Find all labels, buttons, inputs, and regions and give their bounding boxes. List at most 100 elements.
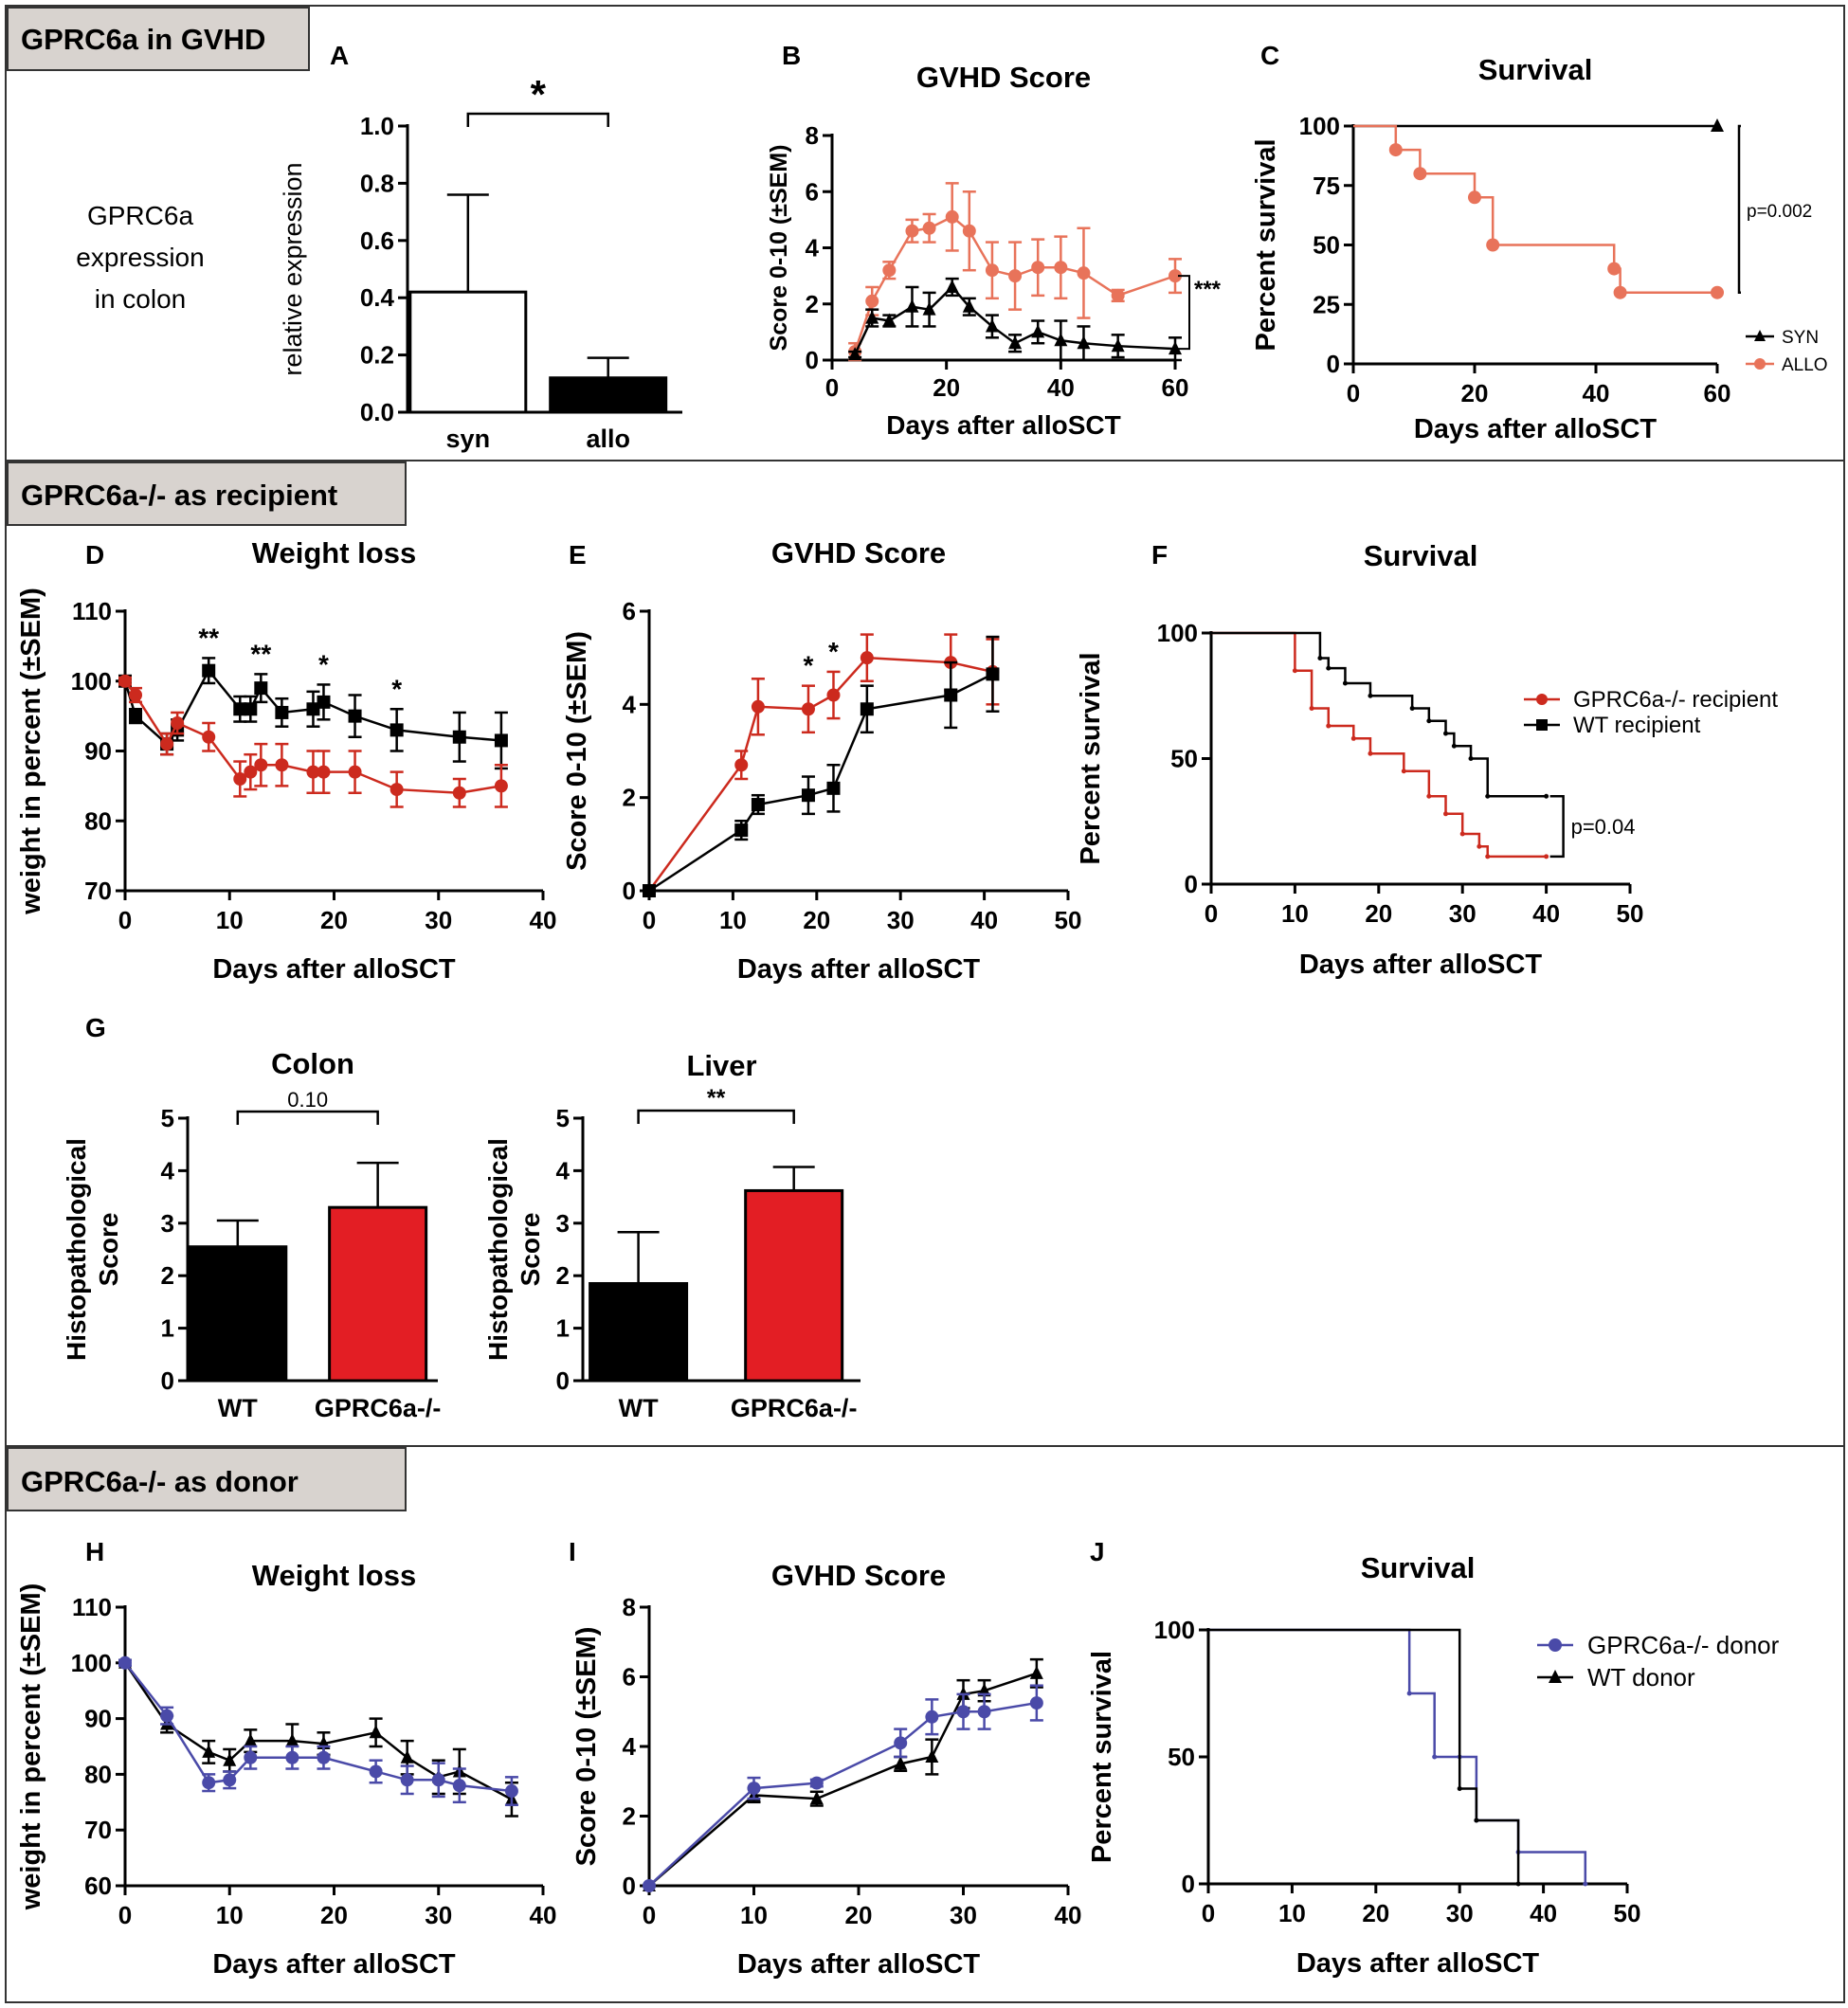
data-point	[985, 318, 999, 333]
bar-allo	[549, 376, 668, 414]
series-wt-recipient	[643, 635, 1000, 897]
x-tick-label: 20	[320, 906, 348, 934]
category-label: WT	[619, 1394, 659, 1422]
chart-E: 0 2 4 6 0 10 20 30 40 50 GVHD Score Days after allo…	[562, 536, 1081, 985]
series-gprc6a-donor	[118, 1655, 518, 1806]
data-point	[944, 688, 958, 702]
data-point	[317, 765, 331, 779]
data-point	[275, 758, 289, 772]
x-axis-label: Days after alloSCT	[1299, 950, 1543, 980]
y-tick-label: 100	[1154, 1616, 1195, 1644]
y-tick-label: 4	[806, 234, 820, 262]
significance-star: *	[828, 637, 839, 666]
category-label: syn	[446, 425, 491, 453]
y-tick-label: 0	[623, 877, 636, 905]
svg-text:GPRC6a: GPRC6a	[87, 201, 193, 230]
x-tick-label: 30	[950, 1901, 977, 1929]
chart-C: 0 25 50 75 100 0 20 40 60 Survival Days after allo…	[1251, 41, 1828, 444]
x-axis-label: Days after alloSCT	[212, 1949, 456, 1980]
x-tick-label: 0	[1347, 379, 1360, 407]
survival-step-line	[1211, 631, 1547, 798]
legend-marker	[1754, 330, 1766, 341]
data-point	[202, 730, 216, 744]
data-point	[223, 1752, 237, 1766]
x-tick-label: 40	[1530, 1899, 1557, 1927]
chart-title: Survival	[1478, 53, 1593, 86]
data-point	[452, 1779, 466, 1793]
x-tick-label: 30	[1449, 899, 1477, 928]
censor-tick	[1342, 680, 1348, 686]
data-point	[129, 709, 143, 723]
y-tick-label: 75	[1313, 172, 1340, 200]
data-point	[171, 716, 185, 730]
x-tick-label: 0	[118, 1901, 132, 1929]
data-point	[129, 688, 143, 702]
data-point	[922, 301, 936, 316]
data-point	[1008, 335, 1023, 350]
panel-letter: C	[1260, 41, 1279, 70]
censor-tick	[1432, 1754, 1438, 1760]
bar-syn	[408, 290, 528, 414]
series-line	[647, 656, 993, 892]
y-tick-label: 1.0	[360, 112, 394, 140]
y-tick-label: 1	[556, 1314, 570, 1343]
y-tick-label: 50	[1170, 745, 1198, 773]
series-wt-recipient	[1211, 631, 1549, 799]
legend-label: WT recipient	[1573, 713, 1701, 738]
chart-title: Weight loss	[252, 536, 416, 570]
legend-label: GPRC6a-/- donor	[1587, 1631, 1780, 1659]
panel-letter: H	[85, 1537, 104, 1566]
censor-tick	[1350, 735, 1356, 741]
x-tick-label: 40	[1583, 379, 1610, 407]
data-point	[985, 263, 999, 278]
chart-I: 0 2 4 6 8 0 10 20 30 40 GVHD Score Days after alloS…	[569, 1537, 1081, 1980]
y-tick-label: 0.2	[360, 341, 394, 370]
series-line	[123, 1662, 513, 1800]
y-tick-label: 50	[1313, 231, 1340, 260]
data-point	[1169, 269, 1182, 283]
series-line	[648, 1701, 1038, 1887]
censor-tick	[1309, 706, 1314, 711]
series-line	[854, 285, 1176, 355]
data-point	[306, 702, 320, 716]
significance-star: **	[250, 639, 271, 668]
data-point	[452, 730, 466, 744]
data-point	[747, 1782, 761, 1796]
y-tick-label: 100	[71, 667, 112, 696]
y-tick-label: 3	[161, 1209, 174, 1238]
y-tick-label: 80	[84, 806, 112, 835]
survival-marker	[1388, 143, 1403, 157]
significance-star: *	[318, 649, 329, 678]
survival-step-line	[1208, 1628, 1587, 1884]
data-point	[1111, 338, 1125, 353]
panel-letter: F	[1151, 540, 1168, 570]
bar-GPRC6a-/-	[744, 1188, 844, 1383]
chart-D: 70 80 90 100 110 0 10 20 30 40 Weight loss Days aft…	[16, 536, 556, 985]
censor-tick	[1426, 793, 1432, 799]
x-tick-label: 50	[1614, 1899, 1641, 1927]
x-tick-label: 0	[643, 1901, 656, 1929]
data-point	[905, 298, 919, 313]
censor-tick	[1443, 731, 1449, 736]
survival-step-line	[1208, 1628, 1520, 1884]
data-point	[962, 298, 976, 313]
y-tick-label: 100	[1157, 619, 1198, 647]
svg-text:GPRC6a-/- as recipient: GPRC6a-/- as recipient	[21, 479, 337, 512]
y-tick-label: 25	[1313, 290, 1340, 318]
section-label-2: GPRC6a-/- as recipient	[7, 461, 407, 526]
y-tick-label: 70	[84, 1816, 112, 1844]
series-gprc6a-recipient	[118, 674, 508, 808]
data-point	[452, 786, 466, 800]
data-point	[1029, 1696, 1043, 1710]
y-tick-label: 50	[1168, 1743, 1195, 1771]
y-tick-label: 0	[556, 1366, 570, 1395]
x-tick-label: 40	[530, 1901, 557, 1929]
data-point	[826, 781, 841, 795]
censor-tick	[1368, 693, 1373, 698]
chart-title: GVHD Score	[916, 61, 1091, 94]
y-axis-label: Percent survival	[1251, 138, 1281, 351]
y-axis-label: weight in percent (±SEM)	[16, 588, 46, 915]
significance-label: *	[531, 72, 547, 117]
